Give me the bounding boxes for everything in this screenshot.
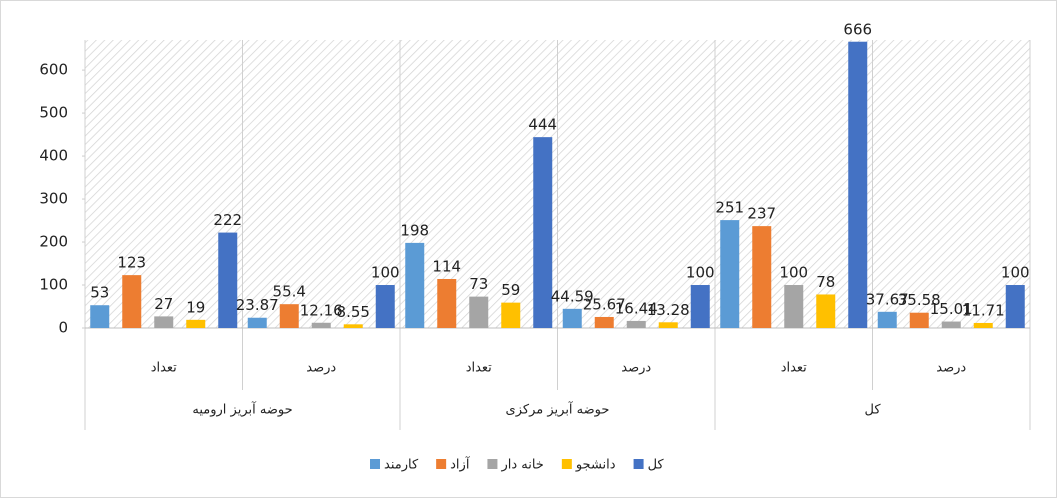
group-label: کل (864, 403, 881, 418)
data-label: 73 (469, 275, 488, 293)
legend-label: کارمند (384, 458, 419, 473)
data-label: 19 (186, 298, 205, 316)
bar (248, 318, 267, 328)
y-tick-label: 600 (39, 61, 68, 79)
data-label: 8.55 (337, 303, 370, 321)
bar (720, 220, 739, 328)
data-label: 100 (1001, 264, 1030, 282)
bar (344, 324, 363, 328)
data-label: 100 (371, 264, 400, 282)
y-tick-label: 200 (39, 233, 68, 251)
legend-swatch (370, 459, 380, 469)
data-label: 59 (501, 281, 520, 299)
bar (376, 285, 395, 328)
bar (1006, 285, 1025, 328)
bar (752, 226, 771, 328)
legend-label: آزاد (450, 456, 471, 473)
bar (186, 320, 205, 328)
bar (595, 317, 614, 328)
data-label: 78 (816, 273, 835, 291)
bar (312, 323, 331, 328)
bar (848, 42, 867, 328)
bar (974, 323, 993, 328)
x-tick-label: تعداد (466, 361, 492, 376)
bar (627, 321, 646, 328)
x-tick-label: تعداد (151, 361, 177, 376)
chart: 0 100 200 300 400 500 600 تعداد 53 123 27 19 222 درصد… (0, 0, 1057, 498)
legend-label: دانشجو (575, 458, 616, 473)
bar (122, 275, 141, 328)
legend-label: خانه دار (500, 458, 543, 473)
x-tick-label: تعداد (781, 361, 807, 376)
bar (501, 303, 520, 328)
bar (784, 285, 803, 328)
group-label: حوضه آبریز ارومیه (192, 401, 292, 418)
data-label: 13.28 (647, 301, 690, 319)
data-label: 114 (432, 257, 461, 275)
y-tick-label: 300 (39, 190, 68, 208)
bar (659, 322, 678, 328)
y-tick-label: 400 (39, 147, 68, 165)
legend-swatch (436, 459, 446, 469)
data-label: 444 (528, 116, 557, 134)
bar (878, 312, 897, 328)
bar (563, 309, 582, 328)
bar (405, 243, 424, 328)
data-label: 11.71 (962, 301, 1005, 319)
data-label: 198 (400, 221, 429, 239)
y-tick-label: 500 (39, 104, 68, 122)
data-label: 251 (715, 199, 744, 217)
bar (816, 294, 835, 328)
bar (437, 279, 456, 328)
data-label: 237 (747, 205, 776, 223)
data-label: 222 (213, 211, 242, 229)
data-label: 666 (843, 21, 872, 39)
bar (218, 233, 237, 328)
data-label: 100 (686, 264, 715, 282)
legend-swatch (487, 459, 497, 469)
bar (90, 305, 109, 328)
data-label: 100 (779, 264, 808, 282)
bar (691, 285, 710, 328)
bar (533, 137, 552, 328)
data-label: 55.4 (273, 283, 306, 301)
x-tick-label: درصد (306, 361, 336, 376)
group-label: حوضه آبریز مرکزی (506, 401, 610, 418)
bar (910, 313, 929, 328)
data-label: 123 (117, 254, 146, 272)
legend-swatch (562, 459, 572, 469)
y-tick-label: 0 (58, 319, 68, 337)
data-label: 27 (154, 295, 173, 313)
bar (154, 316, 173, 328)
bar (280, 304, 299, 328)
data-label: 53 (90, 284, 109, 302)
y-tick-label: 100 (39, 276, 68, 294)
bar (942, 322, 961, 328)
legend-swatch (634, 459, 644, 469)
legend-label: کل (648, 458, 665, 473)
x-tick-label: درصد (621, 361, 651, 376)
x-tick-label: درصد (936, 361, 966, 376)
bar (469, 297, 488, 328)
